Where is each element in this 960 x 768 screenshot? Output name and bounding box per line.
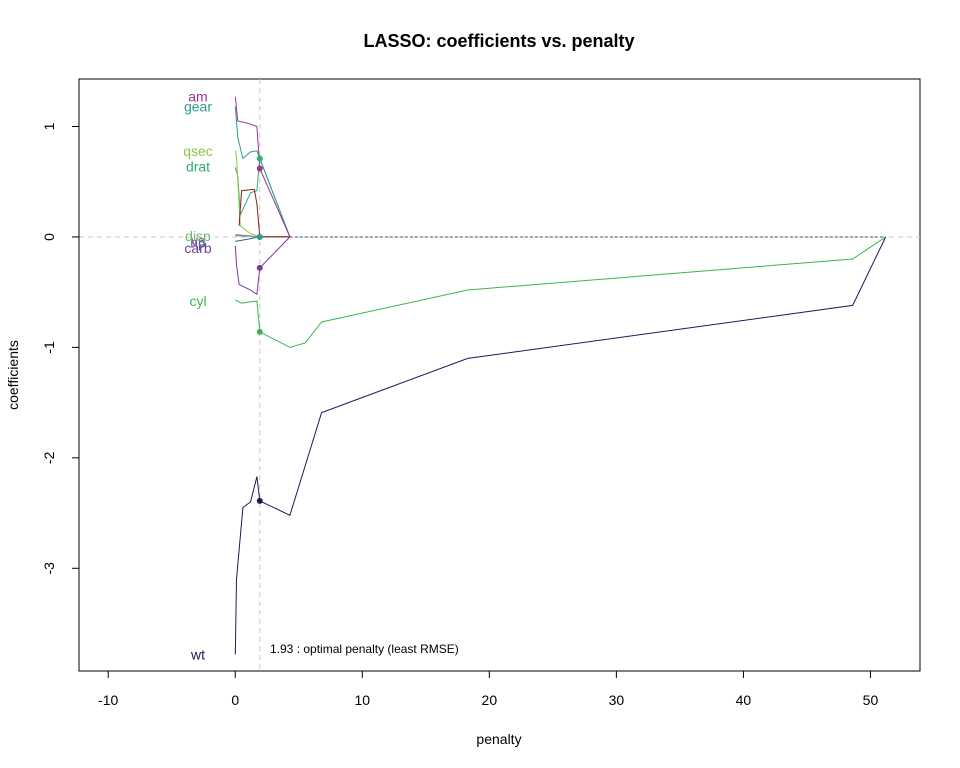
optimal-markers (256, 155, 263, 504)
marker-am (256, 165, 263, 172)
x-tick-label: 0 (231, 692, 239, 708)
optimal-penalty-annotation: 1.93 : optimal penalty (least RMSE) (270, 642, 459, 656)
series-line-unlabeled-10 (238, 188, 290, 238)
x-tick-label: 30 (609, 692, 625, 708)
series-label-vs: vs (191, 232, 205, 248)
series-label-hp: hp (190, 234, 206, 250)
x-tick-label: 10 (355, 692, 371, 708)
x-tick-label: -10 (98, 692, 118, 708)
series-label-wt: wt (190, 646, 205, 662)
x-axis-label: penalty (476, 731, 521, 747)
series-label-disp: disp (185, 228, 211, 244)
series-lines (234, 96, 887, 655)
series-line-am (234, 96, 291, 238)
y-axis: -3 -2 -1 0 1 (41, 122, 80, 575)
marker-cyl (256, 328, 263, 335)
x-axis: -10 0 10 20 30 40 50 (98, 670, 879, 708)
marker-drat (256, 155, 263, 162)
y-tick-label: -3 (41, 562, 57, 575)
marker-gear (256, 233, 263, 240)
y-tick-label: -2 (41, 451, 57, 464)
y-tick-label: 0 (41, 233, 57, 241)
series-line-wt (234, 236, 887, 655)
series-label-cyl: cyl (189, 293, 206, 309)
x-tick-label: 20 (482, 692, 498, 708)
series-label-qsec: qsec (183, 143, 213, 159)
y-tick-label: -1 (41, 341, 57, 354)
series-line-qsec (234, 150, 290, 238)
series-line-drat (234, 158, 291, 238)
series-line-cyl (235, 236, 886, 348)
series-label-gear: gear (184, 99, 212, 115)
series-label-carb: carb (184, 240, 211, 256)
marker-wt (256, 497, 263, 504)
x-tick-label: 50 (863, 692, 879, 708)
y-axis-label: coefficients (5, 340, 21, 410)
chart-title: LASSO: coefficients vs. penalty (363, 31, 634, 51)
x-tick-label: 40 (736, 692, 752, 708)
y-tick-label: 1 (41, 122, 57, 130)
series-label-drat: drat (186, 158, 210, 174)
marker-carb (256, 264, 263, 271)
series-label-am: am (188, 89, 207, 105)
series-line-carb (234, 236, 291, 296)
